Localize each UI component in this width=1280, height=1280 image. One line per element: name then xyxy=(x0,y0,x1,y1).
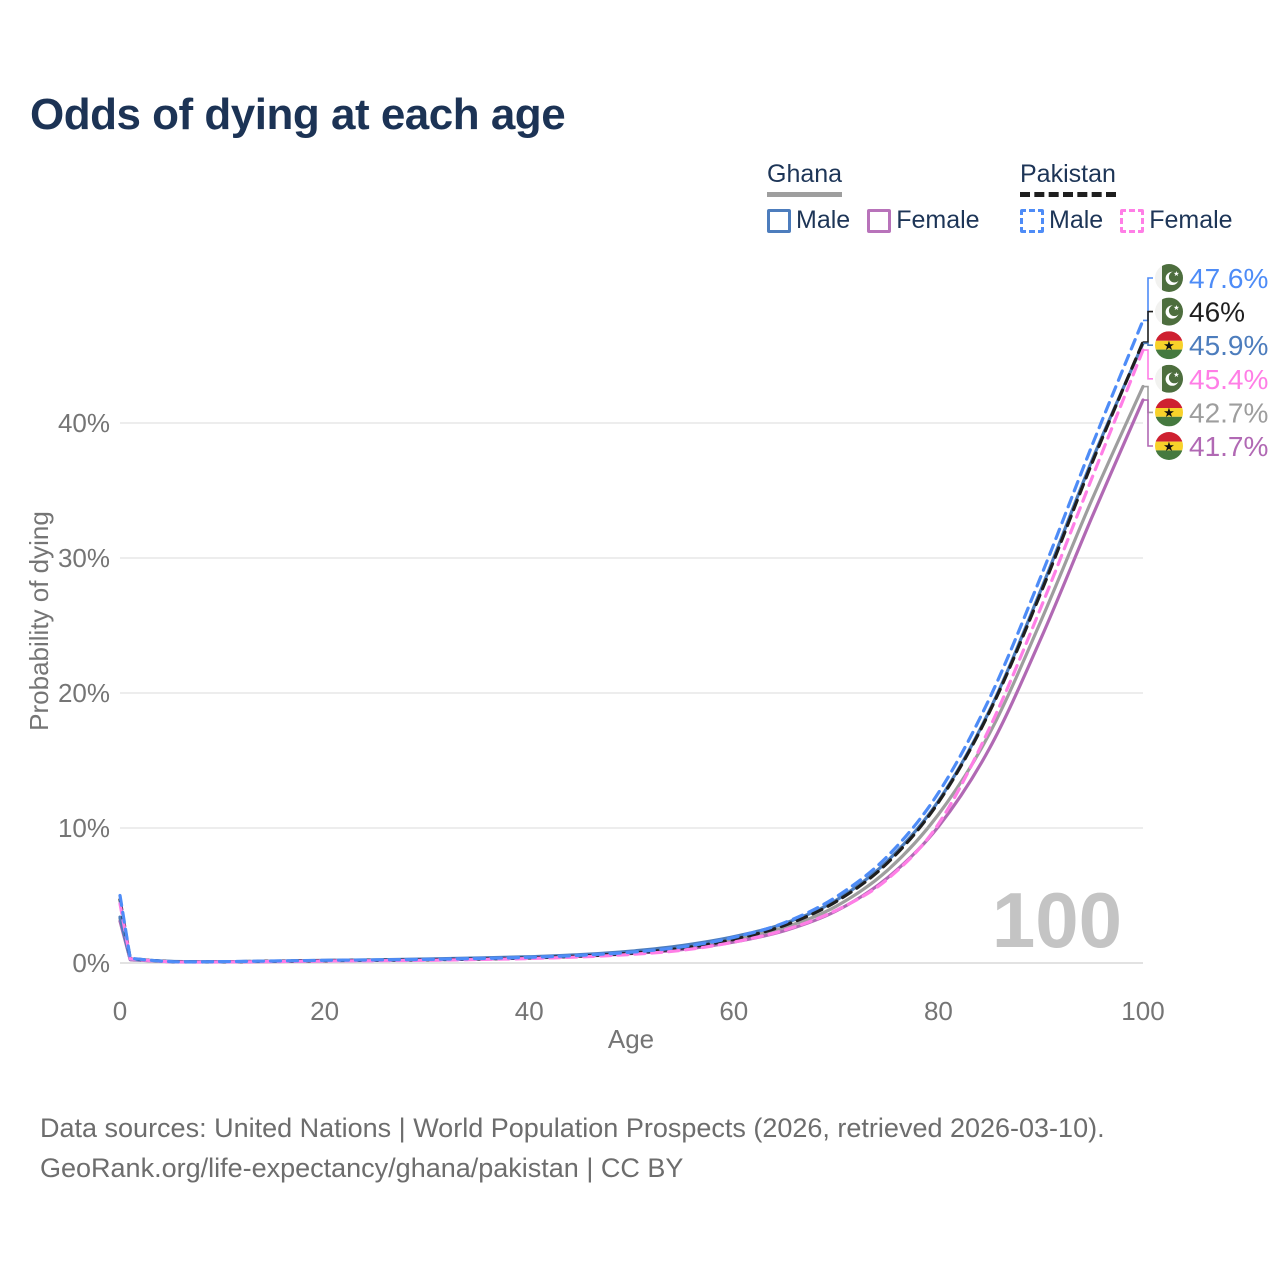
legend-group-pakistan: Pakistan Male Female xyxy=(1020,160,1250,235)
legend-label-pakistan-female[interactable]: Female xyxy=(1149,206,1233,234)
end-label-row[interactable]: 45.9% xyxy=(1143,330,1268,361)
pakistan-flag-icon xyxy=(1155,298,1183,326)
legend-label-ghana-male[interactable]: Male xyxy=(796,206,851,234)
end-label-row[interactable]: 42.7% xyxy=(1143,385,1268,429)
line-ghana-male[interactable] xyxy=(118,341,1145,964)
x-tick-label: 20 xyxy=(310,996,339,1026)
line-pakistan-male[interactable] xyxy=(118,318,1145,964)
age-watermark: 100 xyxy=(992,876,1122,964)
pakistan-flag-icon xyxy=(1155,264,1183,292)
line-pakistan-total[interactable] xyxy=(118,340,1145,964)
end-label-value: 47.6% xyxy=(1189,263,1268,294)
end-label-row[interactable]: 45.4% xyxy=(1143,349,1268,395)
leader-line xyxy=(1143,349,1153,380)
x-axis-title: Age xyxy=(608,1024,654,1054)
legend-label-ghana-female[interactable]: Female xyxy=(896,206,980,234)
legend-swatch-pakistan-female-icon[interactable] xyxy=(1120,208,1145,233)
leader-line xyxy=(1143,399,1153,447)
y-tick-label: 40% xyxy=(58,408,110,438)
y-axis-title: Probability of dying xyxy=(24,511,54,731)
ghana-flag-icon xyxy=(1155,331,1183,359)
x-tick-label: 60 xyxy=(719,996,748,1026)
line-pakistan-female[interactable] xyxy=(118,348,1145,964)
x-tick-label: 80 xyxy=(924,996,953,1026)
end-label-value: 45.9% xyxy=(1189,330,1268,361)
legend-group-ghana: Ghana Male Female xyxy=(767,160,997,235)
line-ghana-female[interactable] xyxy=(118,398,1145,964)
legend-country-ghana[interactable]: Ghana xyxy=(767,160,843,197)
y-tick-label: 0% xyxy=(72,948,110,978)
end-label-row[interactable]: 46% xyxy=(1143,297,1245,343)
end-label-value: 46% xyxy=(1189,297,1245,328)
x-tick-label: 40 xyxy=(515,996,544,1026)
legend-swatch-pakistan-male-icon[interactable] xyxy=(1020,208,1044,233)
end-label-value: 42.7% xyxy=(1189,397,1268,428)
legend-swatch-ghana-male-icon[interactable] xyxy=(767,208,791,233)
data-curves xyxy=(118,318,1145,964)
legend-swatch-ghana-female-icon[interactable] xyxy=(867,208,892,233)
legend-country-pakistan[interactable]: Pakistan xyxy=(1020,160,1116,197)
page-title: Odds of dying at each age xyxy=(30,90,566,139)
gridlines xyxy=(120,422,1143,964)
y-tick-label: 30% xyxy=(58,543,110,573)
footer-attribution: Data sources: United Nations | World Pop… xyxy=(40,1108,1105,1188)
end-labels: 47.6%46%45.9%45.4%42.7%41.7% xyxy=(1143,263,1268,462)
x-tick-label: 100 xyxy=(1121,996,1164,1026)
footer-data-sources: Data sources: United Nations | World Pop… xyxy=(40,1113,1105,1143)
x-tick-label: 0 xyxy=(113,996,127,1026)
end-label-value: 41.7% xyxy=(1189,431,1268,462)
ghana-flag-icon xyxy=(1155,398,1183,426)
leader-line xyxy=(1143,310,1153,343)
end-label-row[interactable]: 41.7% xyxy=(1143,399,1268,462)
pakistan-flag-icon xyxy=(1155,365,1183,393)
end-label-row[interactable]: 47.6% xyxy=(1143,263,1268,322)
legend: Ghana Male Female Pakistan Male Female xyxy=(0,160,1280,250)
leader-line xyxy=(1143,277,1153,322)
y-tick-label: 10% xyxy=(58,813,110,843)
ghana-flag-icon xyxy=(1155,432,1183,460)
footer-license-link[interactable]: GeoRank.org/life-expectancy/ghana/pakist… xyxy=(40,1153,684,1183)
axis-ticks: 0% 10% 20% 30% 40% 0 20 40 60 80 100 xyxy=(58,408,1165,1026)
leader-line xyxy=(1143,342,1153,346)
legend-label-pakistan-male[interactable]: Male xyxy=(1049,206,1104,234)
end-label-value: 45.4% xyxy=(1189,364,1268,395)
line-ghana-total[interactable] xyxy=(118,384,1145,964)
y-tick-label: 20% xyxy=(58,678,110,708)
